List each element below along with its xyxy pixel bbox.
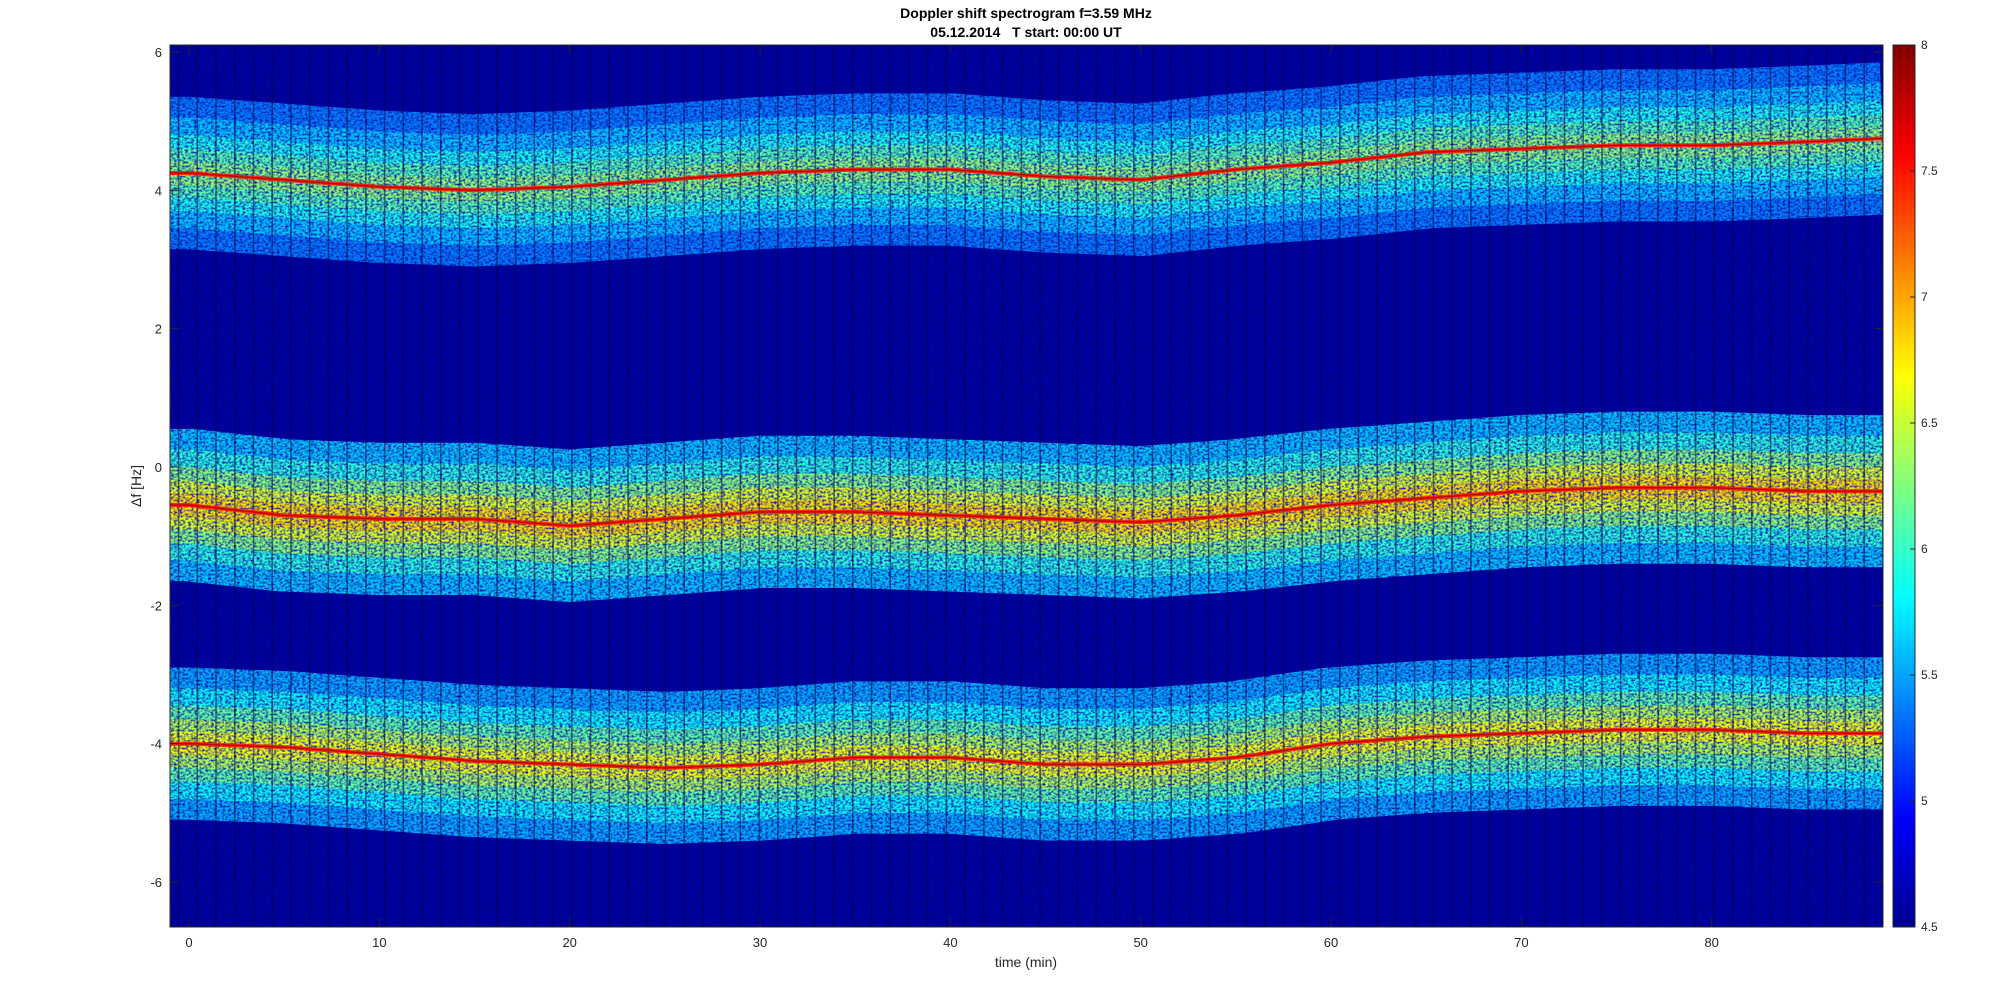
x-tick-label: 40 [943,935,957,950]
time-slice-dividers [177,45,1883,927]
y-axis: -6 -4 -2 0 2 4 6 [150,45,1883,890]
plot-area [170,45,1883,927]
doppler-trace-core-3 [170,729,1883,769]
colorbar-tick-label: 8 [1921,38,1928,52]
y-tick-label: 6 [155,45,162,60]
colorbar-tick-label: 6.5 [1921,416,1938,430]
colorbar-tick-label: 7.5 [1921,164,1938,178]
x-tick-label: 20 [562,935,576,950]
doppler-trace-core-2 [170,487,1883,527]
noise-texture [170,45,1883,927]
y-axis-label: Δf [Hz] [128,465,144,507]
colorbar-tick-label: 5.5 [1921,668,1938,682]
y-tick-label: 0 [155,460,162,475]
x-tick-label: 70 [1514,935,1528,950]
x-tick-label: 50 [1133,935,1147,950]
y-tick-label: -4 [150,737,162,752]
x-axis-label: time (min) [995,954,1057,970]
doppler-trace-core-1 [170,137,1883,192]
x-tick-label: 60 [1324,935,1338,950]
chart-title: Doppler shift spectrogram f=3.59 MHz [900,5,1152,21]
x-tick-label: 10 [372,935,386,950]
colorbar-tick-label: 7 [1921,290,1928,304]
colorbar-axis: 4.5 5 5.5 6 6.5 7 7.5 8 [1910,38,1938,934]
x-tick-label: 30 [753,935,767,950]
colorbar [1892,44,1916,928]
colorbar-tick-label: 6 [1921,542,1928,556]
y-tick-label: 2 [155,322,162,337]
x-axis: 0 10 20 30 40 50 60 70 80 [185,45,1719,950]
y-tick-label: -6 [150,875,162,890]
y-tick-label: -2 [150,598,162,613]
chart-subtitle: 05.12.2014 T start: 00:00 UT [930,24,1122,40]
colorbar-tick-label: 5 [1921,794,1928,808]
x-tick-label: 0 [185,935,192,950]
x-tick-label: 80 [1704,935,1718,950]
plot-frame [169,44,1884,928]
colorbar-tick-label: 4.5 [1921,920,1938,934]
doppler-traces [170,136,1883,770]
y-tick-label: 4 [155,183,162,198]
